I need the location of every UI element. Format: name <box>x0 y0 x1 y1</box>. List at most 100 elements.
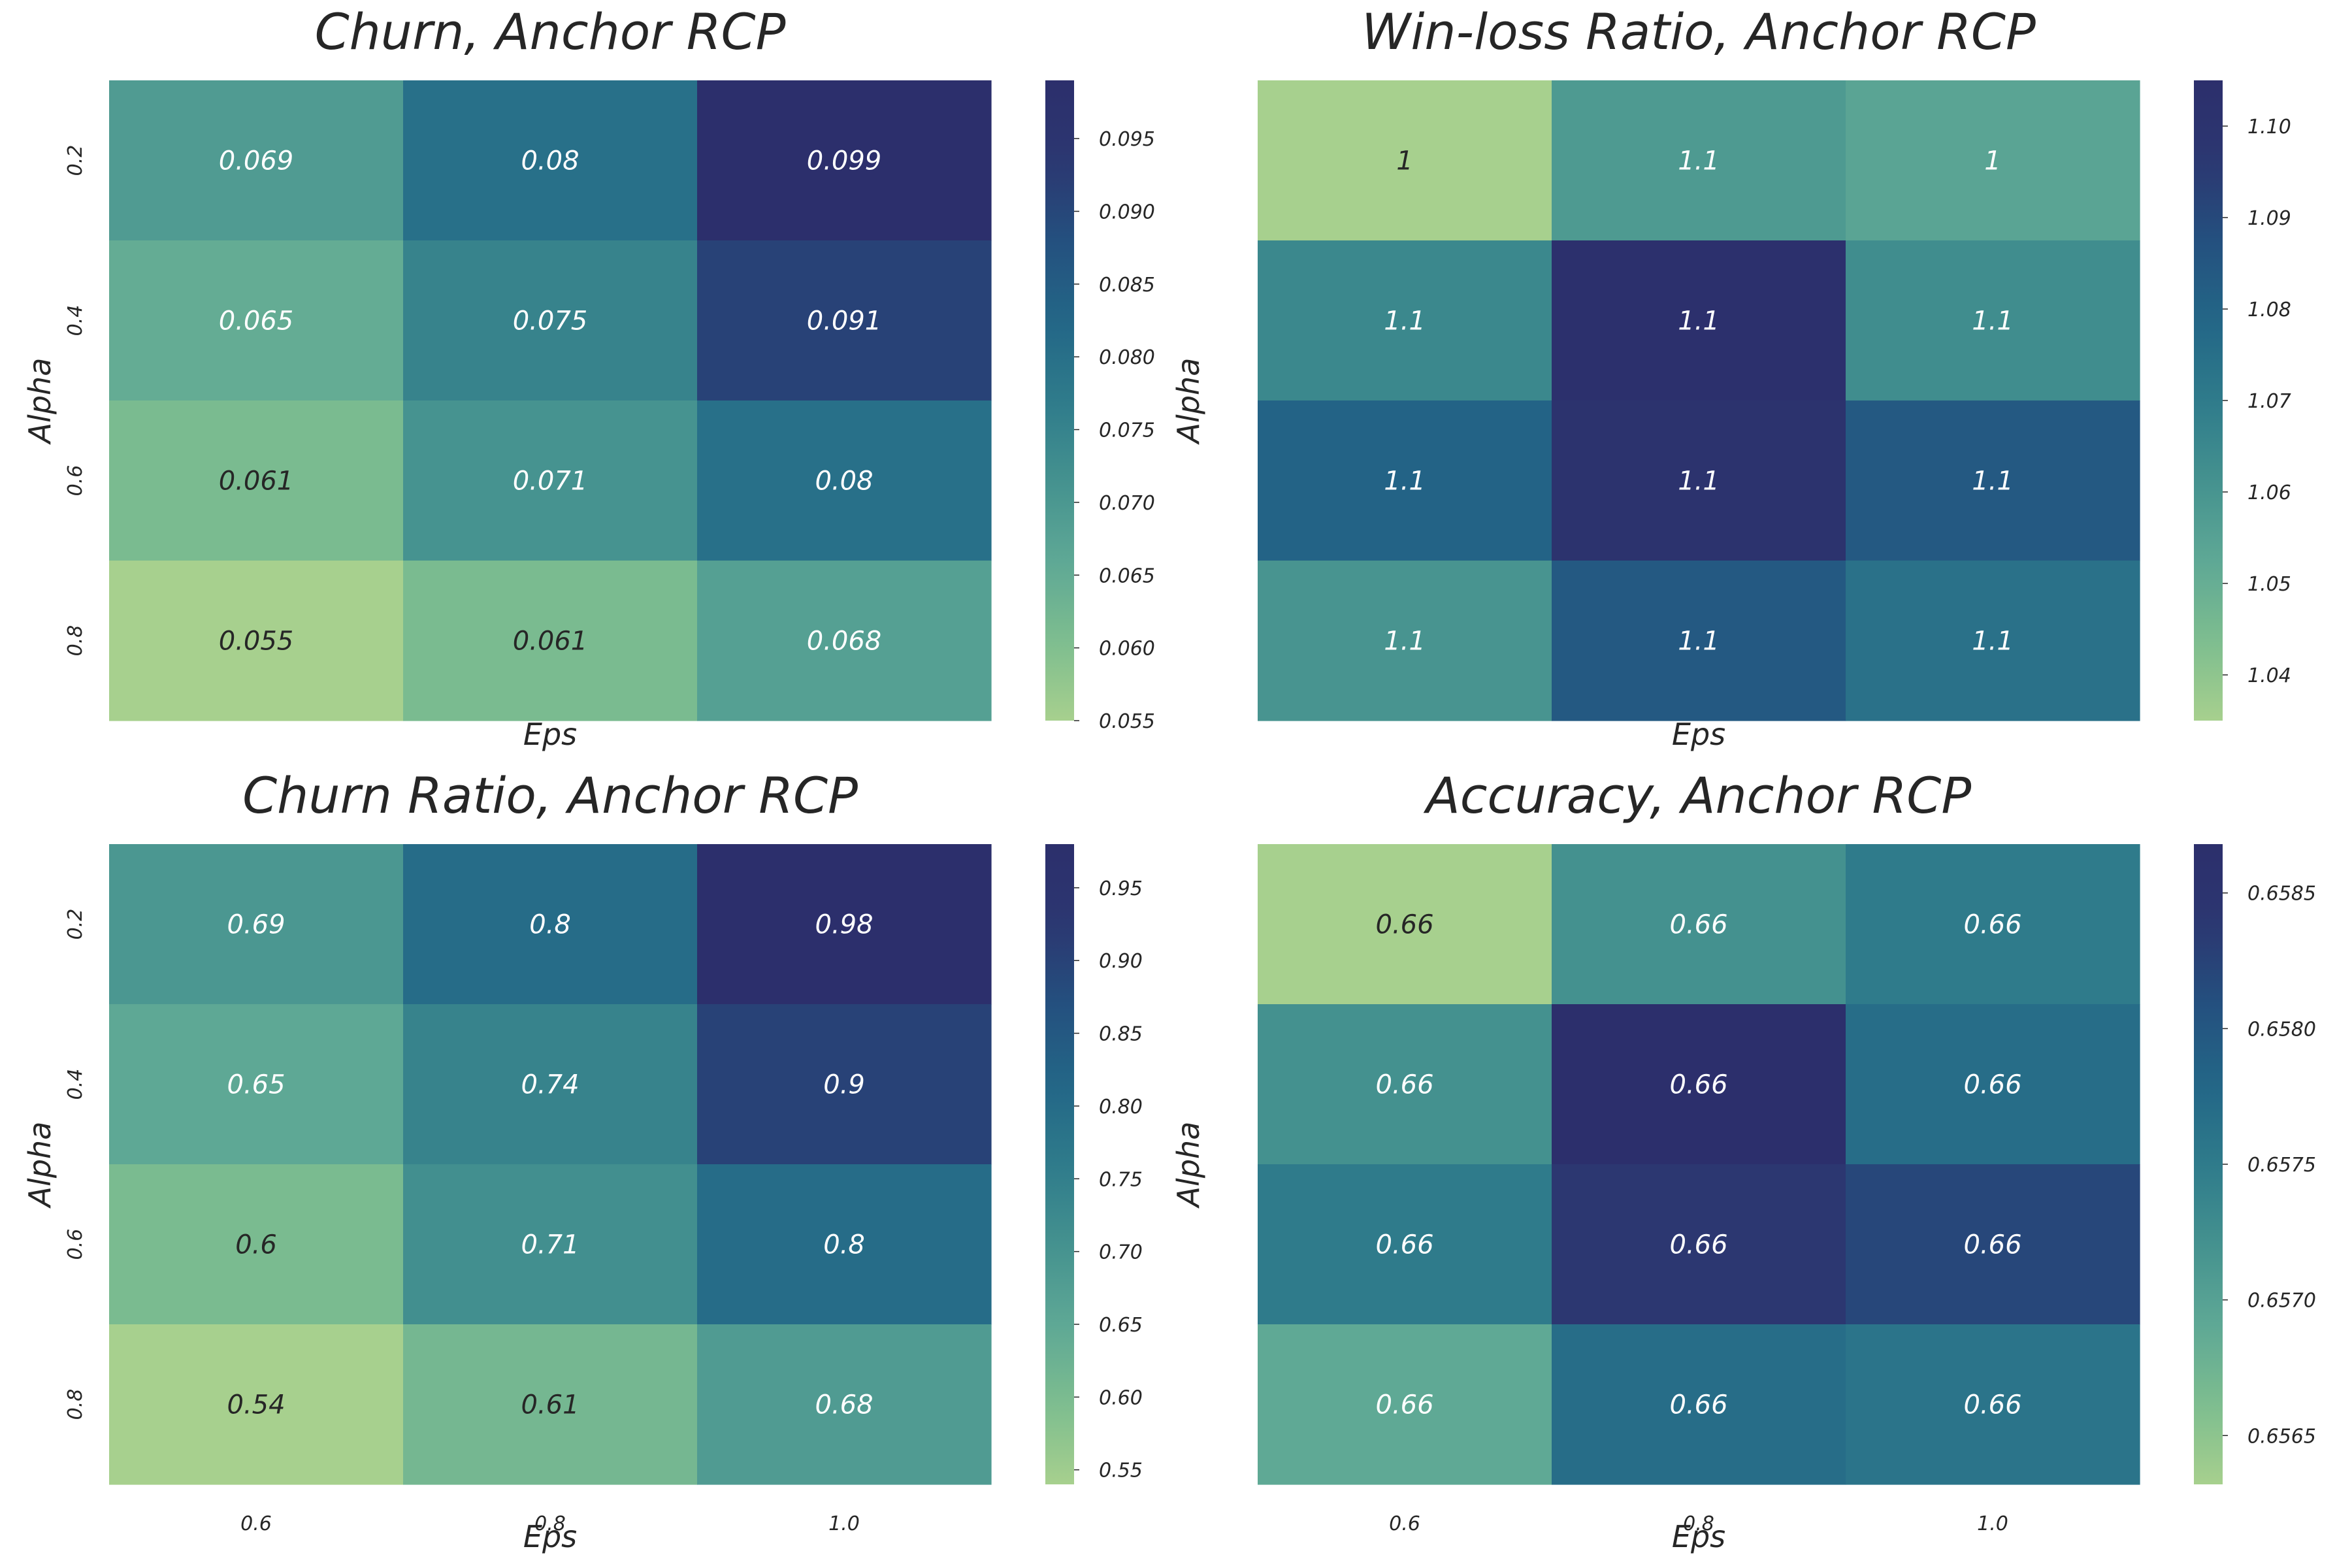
colorbar-tick-label: 1.04 <box>2247 664 2291 687</box>
cell-annotation: 0.54 <box>227 1390 285 1420</box>
x-tick-label: 0.6 <box>240 1512 272 1535</box>
heatmap-panel-3: Churn Ratio, Anchor RCP 0.69 0.8 0.98 0.65 0.… <box>22 766 1143 1554</box>
y-tick-label: 0.4 <box>64 305 87 336</box>
cell-annotation: 1.1 <box>1678 466 1720 497</box>
cell-annotation: 0.061 <box>513 627 588 657</box>
heatmap-cell <box>109 844 404 1005</box>
chart-title: Churn Ratio, Anchor RCP <box>242 766 858 825</box>
colorbar <box>2194 80 2223 721</box>
heatmap-cell <box>109 1164 404 1325</box>
colorbar-tick-label: 0.70 <box>1099 1241 1143 1264</box>
cell-annotation: 1.1 <box>1384 466 1426 497</box>
heatmap-cell <box>1846 561 2140 721</box>
heatmap-cell <box>1552 1164 1846 1325</box>
cell-annotation: 1.1 <box>1972 627 2014 657</box>
colorbar-tick-label: 1.05 <box>2247 573 2291 596</box>
heatmap-cell <box>1258 1004 1552 1165</box>
colorbar-tick-label: 0.80 <box>1099 1096 1143 1119</box>
heatmap-cell <box>697 80 992 241</box>
y-tick-label: 0.8 <box>64 625 87 657</box>
colorbar-tick-label: 0.85 <box>1099 1023 1143 1046</box>
cell-annotation: 1.1 <box>1972 306 2014 336</box>
cell-annotation: 1 <box>1984 146 2001 176</box>
heatmap-cell <box>1552 561 1846 721</box>
colorbar-tick-label: 0.090 <box>1099 201 1155 223</box>
cell-annotation: 0.98 <box>815 910 873 940</box>
cell-annotation: 0.069 <box>219 146 294 176</box>
colorbar-tick-label: 0.6580 <box>2247 1018 2316 1041</box>
cell-annotation: 0.08 <box>815 466 873 497</box>
chart-title: Accuracy, Anchor RCP <box>1423 766 1972 825</box>
heatmap-cell <box>109 1004 404 1165</box>
colorbar-tick-label: 0.6565 <box>2247 1425 2316 1448</box>
x-tick-label: 0.8 <box>534 1512 566 1535</box>
x-tick-label: 0.8 <box>1683 1512 1714 1535</box>
y-axis-label: Alpha <box>1171 358 1206 446</box>
cell-annotation: 1.1 <box>1972 466 2014 497</box>
cell-annotation: 0.66 <box>1375 1070 1433 1100</box>
cell-annotation: 0.6 <box>235 1230 277 1260</box>
colorbar-tick-label: 0.095 <box>1099 128 1155 151</box>
cell-annotation: 0.055 <box>219 627 294 657</box>
heatmap-cell <box>1846 844 2140 1005</box>
colorbar-tick-label: 0.075 <box>1099 419 1155 442</box>
heatmap-cell <box>403 1164 698 1325</box>
colorbar-tick-label: 0.080 <box>1099 346 1155 369</box>
cell-annotation: 1.1 <box>1678 627 1720 657</box>
cell-annotation: 0.66 <box>1375 910 1433 940</box>
chart-title: Win-loss Ratio, Anchor RCP <box>1362 3 2036 61</box>
cell-annotation: 0.061 <box>219 466 294 497</box>
heatmap-panel-4: Accuracy, Anchor RCP 0.66 0.66 0.66 0.66 0.66… <box>1171 766 2316 1554</box>
heatmap-cell <box>109 1324 404 1485</box>
heatmap-cell <box>697 1164 992 1325</box>
colorbar <box>1045 844 1074 1484</box>
colorbar-tick-label: 0.055 <box>1099 710 1155 733</box>
heatmap-cell <box>697 400 992 561</box>
heatmap-cell <box>697 844 992 1005</box>
colorbar-tick-label: 1.09 <box>2247 207 2291 230</box>
cell-annotation: 0.091 <box>807 306 882 336</box>
cell-annotation: 0.8 <box>529 910 571 940</box>
x-axis-label: Eps <box>523 1519 577 1554</box>
heatmap-cell <box>1552 400 1846 561</box>
y-tick-label: 0.2 <box>64 145 87 176</box>
cell-annotation: 0.66 <box>1669 1390 1727 1420</box>
colorbar-tick-label: 0.65 <box>1099 1314 1143 1337</box>
x-tick-label: 0.6 <box>1389 1512 1420 1535</box>
cell-annotation: 0.065 <box>219 306 294 336</box>
cell-annotation: 1.1 <box>1678 146 1720 176</box>
heatmap-cell <box>1258 844 1552 1005</box>
heatmap-cell <box>1258 400 1552 561</box>
heatmap-cell <box>1846 240 2140 401</box>
heatmap-cell <box>697 561 992 721</box>
cell-annotation: 0.099 <box>807 146 882 176</box>
heatmap-cell <box>1846 1004 2140 1165</box>
cell-annotation: 0.65 <box>227 1070 285 1100</box>
heatmap-cell <box>109 400 404 561</box>
heatmap-cell <box>1258 1324 1552 1485</box>
cell-annotation: 0.69 <box>227 910 285 940</box>
y-axis-label: Alpha <box>1171 1122 1206 1209</box>
y-tick-label: 0.8 <box>64 1389 87 1420</box>
heatmap-cell <box>1846 400 2140 561</box>
colorbar-tick-label: 0.065 <box>1099 564 1155 587</box>
heatmap-cell <box>1552 1324 1846 1485</box>
heatmap-cell <box>403 80 698 241</box>
heatmap-cell <box>1846 1164 2140 1325</box>
colorbar <box>1045 80 1074 721</box>
cell-annotation: 0.66 <box>1963 1230 2021 1260</box>
cell-annotation: 0.8 <box>823 1230 865 1260</box>
cell-annotation: 0.66 <box>1963 910 2021 940</box>
heatmap-cell <box>403 240 698 401</box>
heatmap-cell <box>697 1004 992 1165</box>
heatmap-cell <box>403 1004 698 1165</box>
colorbar-tick-label: 0.085 <box>1099 274 1155 297</box>
heatmap-cell <box>1258 561 1552 721</box>
cell-annotation: 0.61 <box>521 1390 579 1420</box>
heatmap-cell <box>403 561 698 721</box>
heatmap-cell <box>1846 1324 2140 1485</box>
colorbar-tick-label: 0.90 <box>1099 950 1143 973</box>
cell-annotation: 1 <box>1396 146 1413 176</box>
heatmap-cell <box>1258 80 1552 241</box>
